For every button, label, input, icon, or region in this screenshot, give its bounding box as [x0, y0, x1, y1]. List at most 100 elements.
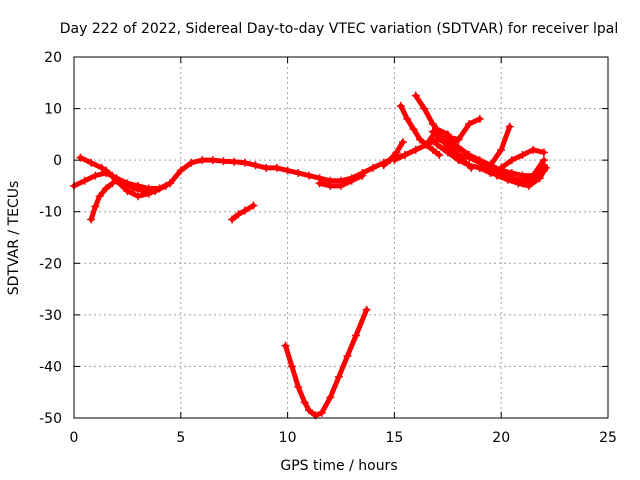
data-point: [91, 202, 100, 211]
y-tick-label: -20: [39, 256, 62, 272]
x-tick-label: 20: [492, 430, 510, 446]
data-point: [475, 163, 484, 172]
data-point: [497, 163, 506, 172]
data-point: [234, 210, 243, 219]
x-tick-label: 15: [385, 430, 403, 446]
series-line-5: [283, 307, 370, 418]
data-point: [347, 176, 356, 185]
x-axis-ticks: 0 5 10 15 20 25: [70, 57, 617, 446]
data-point: [358, 171, 367, 180]
data-point: [465, 120, 474, 129]
data-point: [155, 184, 164, 193]
data-point: [428, 127, 437, 136]
data-point: [433, 125, 442, 134]
series-line-11: [434, 124, 513, 171]
data-point: [486, 169, 495, 178]
data-point: [95, 192, 104, 201]
data-point: [542, 163, 551, 172]
data-point: [97, 163, 106, 172]
data-point: [80, 176, 89, 185]
data-point: [326, 393, 335, 402]
data-point: [505, 122, 514, 131]
data-point: [379, 161, 388, 170]
data-point: [76, 153, 85, 162]
data-point: [228, 215, 237, 224]
data-series: [70, 91, 551, 420]
data-point: [108, 179, 117, 188]
data-point: [403, 114, 412, 123]
data-point: [102, 166, 111, 175]
data-point: [507, 156, 516, 165]
data-point: [409, 125, 418, 134]
data-point: [272, 163, 281, 172]
data-point: [497, 145, 506, 154]
data-point: [454, 135, 463, 144]
data-point: [443, 148, 452, 157]
data-point: [87, 158, 96, 167]
data-point: [304, 406, 313, 415]
data-point: [219, 157, 228, 166]
data-point: [281, 341, 290, 350]
data-point: [535, 174, 544, 183]
data-point: [518, 150, 527, 159]
data-point: [230, 157, 239, 166]
data-point: [87, 215, 96, 224]
data-point: [422, 140, 431, 149]
y-axis-ticks: -50 -40 -30 -20 -10 0 10 20: [39, 50, 608, 427]
data-point: [240, 158, 249, 167]
data-point: [343, 352, 352, 361]
data-point: [428, 145, 437, 154]
data-point: [416, 135, 425, 144]
data-point: [456, 145, 465, 154]
data-point: [129, 184, 138, 193]
data-point: [524, 181, 533, 190]
data-point: [317, 408, 326, 417]
data-point: [420, 104, 429, 113]
data-point: [326, 181, 335, 190]
data-point: [300, 398, 309, 407]
x-tick-label: 5: [176, 430, 185, 446]
data-point: [529, 145, 538, 154]
data-point: [166, 179, 175, 188]
y-axis-label: SDTVAR / TECUs: [6, 181, 22, 296]
data-point: [398, 138, 407, 147]
data-point: [433, 135, 442, 144]
data-point: [262, 163, 271, 172]
plot-frame: [73, 56, 609, 419]
y-tick-label: 0: [53, 153, 62, 169]
y-tick-label: -40: [39, 359, 62, 375]
data-point: [401, 150, 410, 159]
data-point: [208, 156, 217, 165]
data-point: [392, 148, 401, 157]
data-point: [91, 171, 100, 180]
data-point: [539, 156, 548, 165]
series-line-16: [381, 139, 406, 168]
x-tick-label: 0: [70, 430, 79, 446]
x-tick-label: 10: [279, 430, 297, 446]
series-line-9: [445, 116, 483, 150]
data-point: [304, 171, 313, 180]
data-point: [287, 362, 296, 371]
y-tick-label: -50: [39, 411, 62, 427]
data-point: [411, 91, 420, 100]
data-point: [112, 176, 121, 185]
data-point: [176, 166, 185, 175]
data-point: [144, 189, 153, 198]
data-point: [283, 166, 292, 175]
data-point: [187, 158, 196, 167]
data-point: [240, 206, 249, 215]
x-tick-label: 25: [599, 430, 617, 446]
grid-lines: [74, 57, 608, 418]
y-tick-label: -10: [39, 205, 62, 221]
data-point: [514, 179, 523, 188]
series-line-3: [103, 168, 162, 199]
data-point: [454, 150, 463, 159]
data-point: [351, 331, 360, 340]
data-point: [123, 187, 132, 196]
data-point: [465, 161, 474, 170]
data-point: [198, 156, 207, 165]
data-point: [411, 145, 420, 154]
y-tick-label: -30: [39, 308, 62, 324]
data-point: [443, 132, 452, 141]
data-point: [369, 163, 378, 172]
